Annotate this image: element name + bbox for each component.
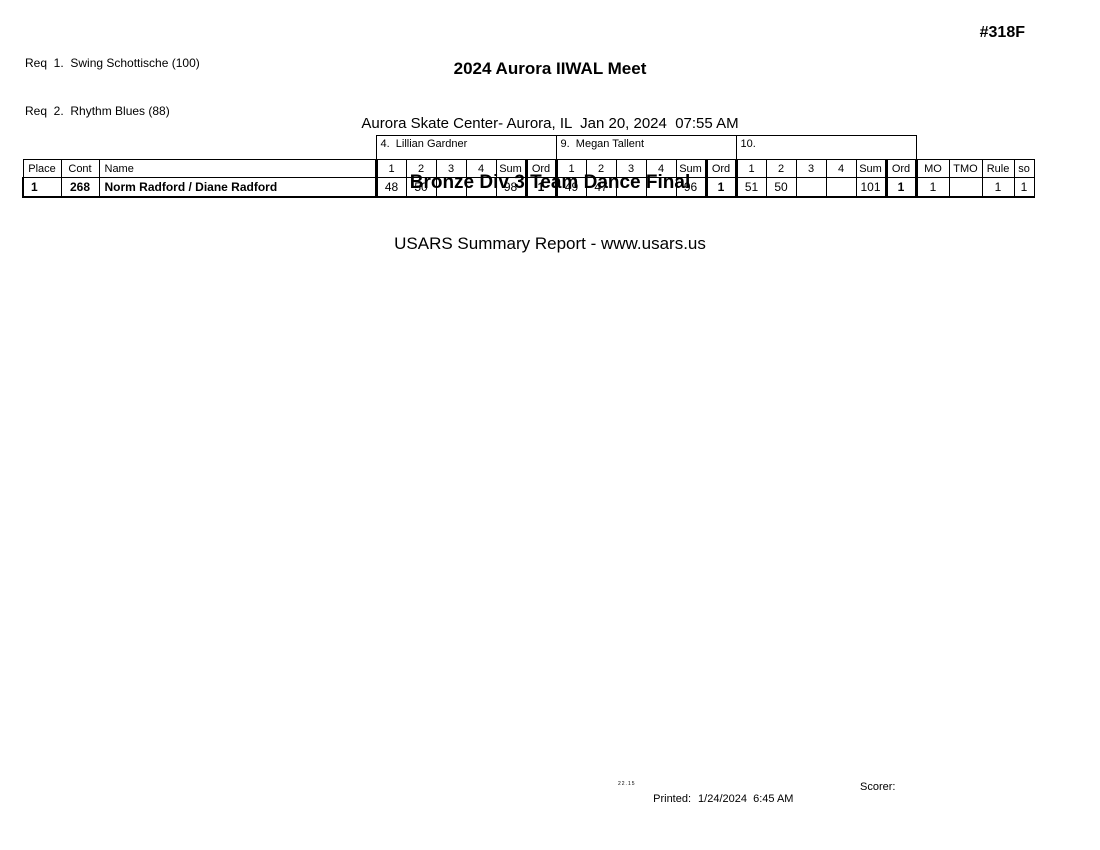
judge2-trial2-score: 47 <box>585 177 617 198</box>
col-header-cont: Cont <box>60 159 100 178</box>
judge3-trial1-score: 51 <box>734 177 767 198</box>
mo-cell: 1 <box>915 177 950 198</box>
judge-name-row: 4. Lillian Gardner 9. Megan Tallent 10. <box>23 135 1034 160</box>
results-table: 4. Lillian Gardner 9. Megan Tallent 10. … <box>22 135 1035 198</box>
judge1-ordinal: 1 <box>524 177 558 198</box>
meet-title: 2024 Aurora IIWAL Meet <box>453 59 647 78</box>
place-cell: 1 <box>22 177 62 198</box>
so-cell: 1 <box>1013 177 1035 198</box>
judge-row-spacer-right <box>916 136 1034 160</box>
judge-3-name: 10. <box>735 135 917 160</box>
judge3-trial1-header: 1 <box>734 159 767 178</box>
printed-line: Printed: 1/24/2024 6:45 AM <box>647 781 793 805</box>
judge3-trial4-score <box>825 177 857 198</box>
judge-2-name: 9. Megan Tallent <box>555 135 737 160</box>
requirement-line-2: Req 2. Rhythm Blues (88) <box>25 104 170 118</box>
judge1-trial3-score <box>435 177 467 198</box>
judge2-sum-header: Sum <box>675 159 707 178</box>
judge2-ordinal: 1 <box>704 177 738 198</box>
printed-value: 1/24/2024 6:45 AM <box>698 793 794 805</box>
judge2-ord-header: Ord <box>704 159 738 178</box>
venue-line: Aurora Skate Center- Aurora, IL Jan 20, … <box>361 115 739 132</box>
judge1-trial1-score: 48 <box>374 177 407 198</box>
column-header-row: Place Cont Name 1 2 3 4 Sum Ord 1 2 3 4 … <box>22 159 1035 178</box>
judge3-trial2-header: 2 <box>765 159 797 178</box>
col-header-place: Place <box>22 159 62 178</box>
requirements-block: Req 1. Swing Schottische (100) Req 2. Rh… <box>25 23 200 135</box>
judge1-trial2-score: 50 <box>405 177 437 198</box>
event-number: #318F <box>979 24 1025 41</box>
judge3-ordinal: 1 <box>884 177 918 198</box>
col-header-so: so <box>1013 159 1035 178</box>
requirement-line-1: Req 1. Swing Schottische (100) <box>25 56 200 70</box>
judge3-sum-header: Sum <box>855 159 887 178</box>
judge2-trial4-header: 4 <box>645 159 677 178</box>
judge1-trial3-header: 3 <box>435 159 467 178</box>
scorer-label: Scorer: <box>860 781 896 793</box>
judge1-ord-header: Ord <box>524 159 558 178</box>
judge1-trial2-header: 2 <box>405 159 437 178</box>
judge2-trial3-header: 3 <box>615 159 647 178</box>
judge-1-name: 4. Lillian Gardner <box>375 135 557 160</box>
version-stamp: 22.15 <box>618 781 636 787</box>
printed-label: Printed: <box>653 793 692 805</box>
tmo-cell <box>948 177 983 198</box>
contestant-number-cell: 268 <box>60 177 100 198</box>
judge2-trial3-score <box>615 177 647 198</box>
skater-name-cell: Norm Radford / Diane Radford <box>98 177 377 198</box>
judge1-sum: 98 <box>495 177 527 198</box>
judge2-trial1-score: 49 <box>554 177 587 198</box>
judge3-trial2-score: 50 <box>765 177 797 198</box>
col-header-mo: MO <box>915 159 950 178</box>
judge1-sum-header: Sum <box>495 159 527 178</box>
judge-row-spacer-left <box>23 136 376 160</box>
judge2-trial2-header: 2 <box>585 159 617 178</box>
col-header-name: Name <box>98 159 377 178</box>
judge3-trial3-score <box>795 177 827 198</box>
judge1-trial4-header: 4 <box>465 159 497 178</box>
judge2-trial1-header: 1 <box>554 159 587 178</box>
judge3-trial3-header: 3 <box>795 159 827 178</box>
col-header-rule: Rule <box>981 159 1015 178</box>
result-row: 1 268 Norm Radford / Diane Radford 48 50… <box>22 177 1035 198</box>
judge3-sum: 101 <box>855 177 887 198</box>
judge2-trial4-score <box>645 177 677 198</box>
rule-cell: 1 <box>981 177 1015 198</box>
judge2-sum: 96 <box>675 177 707 198</box>
judge1-trial1-header: 1 <box>374 159 407 178</box>
judge3-trial4-header: 4 <box>825 159 857 178</box>
judge3-ord-header: Ord <box>884 159 918 178</box>
judge1-trial4-score <box>465 177 497 198</box>
report-title: USARS Summary Report - www.usars.us <box>394 234 706 253</box>
col-header-tmo: TMO <box>948 159 983 178</box>
